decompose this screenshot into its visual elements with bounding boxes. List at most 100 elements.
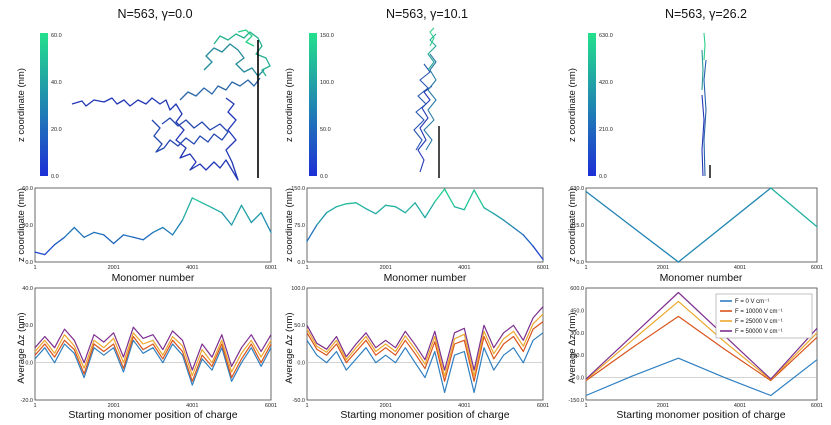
colorbar-tick: 0.0 [320,174,328,180]
polymer-chain [701,32,707,177]
trace-segment [335,203,347,208]
y-axis-label: z coordinate (nm) [284,188,295,262]
z-trace [306,188,544,261]
trace-segment [493,213,505,221]
trace-segment [230,204,243,226]
colorbar-tick: 50.0 [320,127,331,133]
trace-segment [181,197,193,221]
trace-segment [103,234,115,245]
x-tick: 4001 [186,403,198,409]
trace-segment [502,219,515,229]
dz-series-group [34,326,272,386]
x-tick: 4001 [734,403,746,409]
dz-plot-2: Average Δz (nm) 100.0 50.0 0.0 -50.0 1 2… [284,286,549,421]
colorbar [309,33,317,176]
colorbar [40,33,48,176]
legend-label: F = 50000 V cm⁻¹ [735,329,783,335]
z-axis-label: z coordinate (nm) [284,68,295,142]
trace-segment [453,206,465,211]
legend: F = 0 V cm⁻¹ F = 10000 V cm⁻¹ F = 25000 … [715,293,813,339]
chain-panel-3: z coordinate (nm) 630.0 420.0 210.0 0.0 [567,32,711,180]
dz-series-group [306,306,544,394]
trace-segment [34,251,46,256]
series-line [585,300,818,381]
y-tick: 30.0 [22,223,33,229]
x-tick: 6001 [811,265,823,271]
z-plot-1: z coordinate (nm) 60.0 30.0 0.0 1 2001 4… [16,186,277,284]
trace-segment [132,236,144,241]
trace-segment [414,202,426,219]
x-tick: 1 [584,403,587,409]
plot-frame [34,187,272,263]
trace-segment [63,226,75,238]
y-tick: 0.0 [297,361,305,367]
z-plot-2: z coordinate (nm) 150.0 75.0 0.0 1 2001 … [284,186,549,284]
trace-segment [463,189,475,211]
colorbar-tick: 40.0 [51,80,62,86]
y-axis-label: Average Δz (nm) [567,312,578,383]
series-line [585,315,818,382]
y-tick: 0.0 [576,260,584,266]
x-axis-label: Monomer number [112,272,195,284]
x-tick: 4001 [186,265,198,271]
x-axis-label: Starting monomer position of charge [340,409,509,421]
colorbar-tick: 60.0 [51,33,62,39]
trace-segment [122,234,134,238]
x-tick: 2001 [108,403,120,409]
x-axis-label: Monomer number [660,272,743,284]
x-tick: 2001 [108,265,120,271]
y-tick: -20.0 [20,398,33,404]
trace-segment [365,208,377,215]
y-tick: 315.0 [570,223,584,229]
x-tick: 4001 [734,265,746,271]
polymer-chain [413,27,437,173]
legend-label: F = 10000 V cm⁻¹ [735,309,783,315]
y-tick: 100.0 [291,286,305,292]
colorbar-tick: 100.0 [320,80,334,86]
trace-segment [522,234,534,247]
x-tick: 6001 [811,403,823,409]
z-trace [585,187,818,263]
trace-segment [240,204,252,224]
trace-segment [171,219,184,236]
x-tick: 6001 [537,403,549,409]
trace-segment [316,212,328,226]
x-tick: 6001 [537,265,549,271]
x-tick: 4001 [458,403,470,409]
trace-segment [473,189,485,209]
dz-series-group [585,291,818,397]
x-tick: 2001 [657,403,669,409]
trace-segment [142,231,154,241]
colorbar-tick: 0.0 [599,174,607,180]
y-tick: 600.0 [570,286,584,292]
y-tick: 150.0 [570,353,584,359]
trace-segment [512,226,524,236]
trace-segment [375,204,387,215]
title-gamma-0: N=563, γ=0.0 [117,7,192,21]
y-tick: 150.0 [291,186,305,192]
x-tick: 1 [33,403,36,409]
x-axis-label: Starting monomer position of charge [616,409,785,421]
colorbar-tick: 20.0 [51,127,62,133]
trace-segment [585,190,680,263]
series-line [306,321,544,382]
x-tick: 1 [584,265,587,271]
y-tick: 0.0 [576,376,584,382]
title-gamma-26: N=563, γ=26.2 [665,7,747,21]
y-axis-label: Average Δz (nm) [16,312,27,383]
plot-frame [306,187,544,263]
x-tick: 2001 [380,403,392,409]
y-tick: 50.0 [294,323,305,329]
trace-segment [211,207,223,214]
series-line [585,291,818,380]
series-line [34,332,272,377]
colorbar [588,33,596,176]
z-plot-3: z coordinate (nm) 630.0 315.0 0.0 1 2001… [567,186,823,284]
chain-panel-1: z coordinate (nm) 60.0 40.0 20.0 0.0 [16,29,271,181]
y-tick: -50.0 [292,398,305,404]
y-tick: 20.0 [22,323,33,329]
x-axis-label: Starting monomer position of charge [68,409,237,421]
trace-segment [83,231,95,238]
z-axis-label: z coordinate (nm) [16,68,27,142]
x-axis-label: Monomer number [384,272,467,284]
